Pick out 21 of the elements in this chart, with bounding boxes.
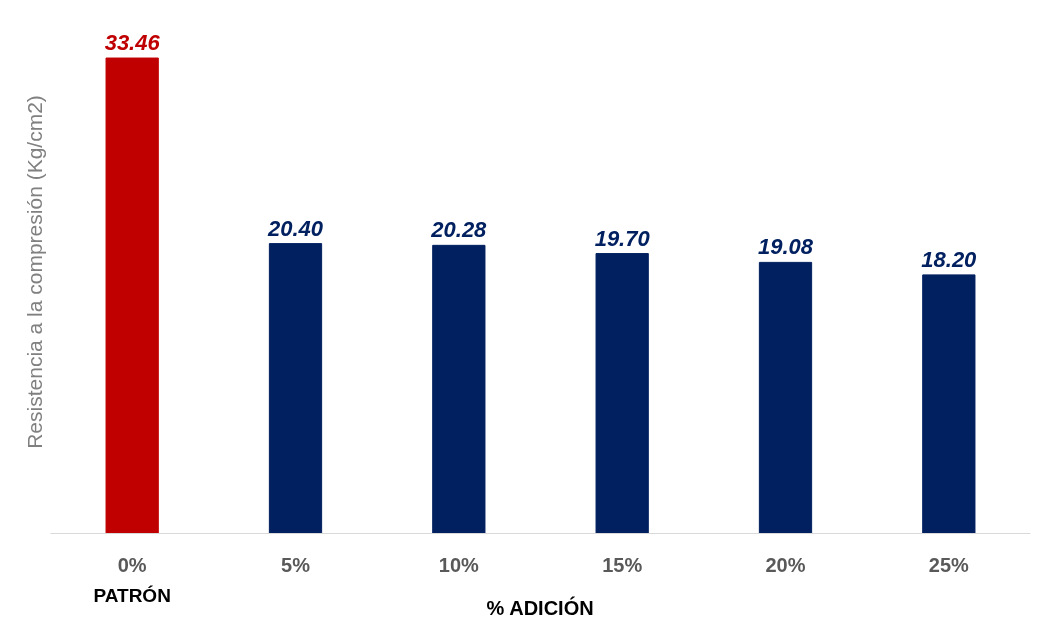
data-label: 19.08 bbox=[757, 234, 814, 260]
x-tick-label: 10% bbox=[438, 553, 480, 576]
data-label: 19.70 bbox=[594, 225, 651, 251]
data-label: 20.28 bbox=[430, 217, 488, 243]
bar bbox=[432, 244, 486, 534]
bar bbox=[922, 274, 976, 534]
data-label: 18.20 bbox=[921, 246, 978, 272]
y-axis-title: Resistencia a la compresión (Kg/cm2) bbox=[22, 95, 46, 449]
x-tick-label: 15% bbox=[602, 553, 643, 576]
x-tick-label: 5% bbox=[281, 553, 311, 576]
data-label: 33.46 bbox=[104, 30, 161, 56]
bar bbox=[758, 261, 813, 534]
x-tick-label: 0% bbox=[117, 553, 147, 576]
x-tick-label: 25% bbox=[928, 553, 970, 576]
bar bbox=[595, 253, 649, 534]
bar bbox=[268, 243, 323, 534]
text: PATRÓN bbox=[93, 584, 171, 606]
x-tick-label: 20% bbox=[765, 553, 806, 576]
bar bbox=[105, 57, 159, 534]
x-axis-title: % ADICIÓN bbox=[486, 595, 594, 619]
data-label: 20.40 bbox=[266, 215, 324, 241]
